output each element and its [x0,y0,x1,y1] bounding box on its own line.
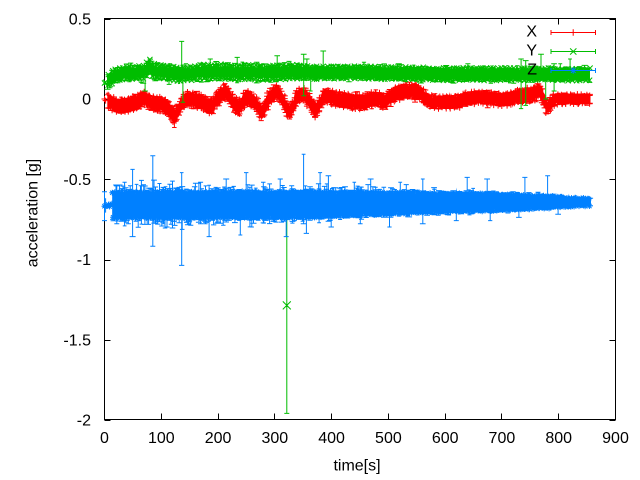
svg-text:500: 500 [375,430,402,447]
svg-text:700: 700 [489,430,516,447]
svg-text:600: 600 [432,430,459,447]
svg-text:300: 300 [261,430,288,447]
svg-text:-0.5: -0.5 [63,172,91,189]
svg-text:800: 800 [545,430,572,447]
svg-text:-1.5: -1.5 [63,332,91,349]
svg-text:Z: Z [527,62,537,79]
svg-text:-2: -2 [77,413,91,430]
svg-text:100: 100 [148,430,175,447]
svg-text:-1: -1 [77,252,91,269]
svg-text:900: 900 [602,430,629,447]
svg-text:0: 0 [82,92,91,109]
svg-text:Y: Y [526,43,537,60]
svg-text:400: 400 [318,430,345,447]
svg-text:acceleration [g]: acceleration [g] [25,159,42,268]
svg-text:0: 0 [100,430,109,447]
svg-text:0.5: 0.5 [69,12,91,29]
svg-text:X: X [526,24,537,41]
svg-text:200: 200 [205,430,232,447]
svg-text:time[s]: time[s] [333,458,380,475]
